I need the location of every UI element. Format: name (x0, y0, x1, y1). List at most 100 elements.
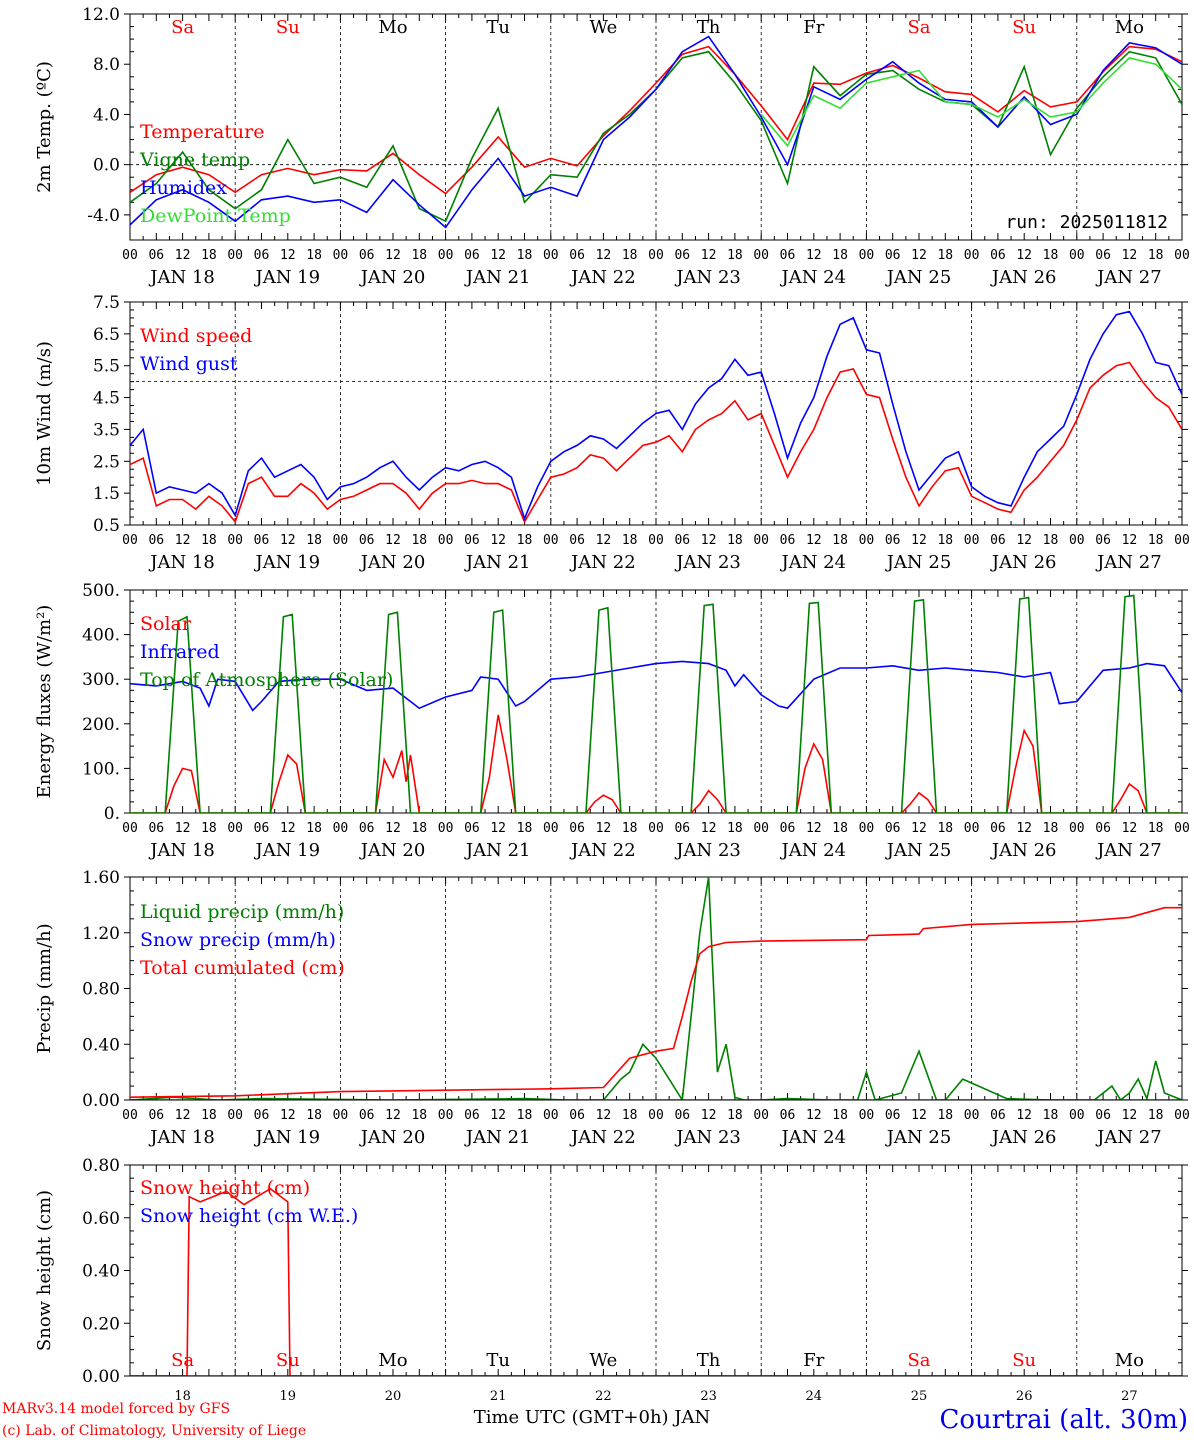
x-tick-label: 12 (806, 821, 822, 836)
x-tick-label: 00 (543, 248, 559, 263)
x-tick-label: 06 (254, 533, 270, 548)
x-tick-label: 12 (596, 533, 612, 548)
x-tick-label: 06 (464, 533, 480, 548)
y-tick-label: 0.40 (82, 1262, 120, 1282)
y-tick-label: 1.20 (82, 924, 120, 944)
legend-vigne-temp: Vigne temp (139, 149, 250, 171)
x-tick-label: 18 (517, 1108, 533, 1123)
date-label: JAN 21 (464, 840, 531, 861)
x-tick-label: 06 (1095, 821, 1111, 836)
y-tick-label: 100. (82, 759, 120, 779)
x-tick-label: 06 (359, 248, 375, 263)
x-tick-label: 06 (780, 533, 796, 548)
date-label: JAN 19 (254, 1127, 321, 1148)
x-tick-label: 00 (753, 1108, 769, 1123)
x-tick-label: 12 (1122, 533, 1138, 548)
legend-top-of-atmosphere-solar: Top of Atmosphere (Solar) (140, 669, 393, 691)
x-tick-label: 12 (806, 248, 822, 263)
x-tick-label: 18 (306, 1108, 322, 1123)
x-tick-label: 18 (937, 248, 953, 263)
x-tick-label: 12 (175, 821, 191, 836)
day-number-label: 21 (490, 1389, 507, 1404)
x-tick-label: 06 (569, 821, 585, 836)
x-tick-label: 00 (227, 248, 243, 263)
x-tick-label: 18 (1148, 533, 1164, 548)
x-tick-label: 12 (701, 1108, 717, 1123)
panel-5: 0.80 0.60 0.40 0.20 0.00 Snow height (cm) Sa Su… (34, 1156, 1188, 1404)
legend-humidex: Humidex (140, 177, 227, 199)
x-tick-label: 06 (780, 821, 796, 836)
panel-3: 500. 400. 300. 200. 100. 0. Energy fluxes (W/m… (34, 581, 1190, 861)
day-label: Mo (378, 17, 407, 38)
legend-solar: Solar (140, 613, 192, 635)
y-tick-label: 0.60 (82, 1209, 120, 1229)
x-tick-label: 00 (122, 533, 138, 548)
panels: 12.0 8.0 4.0 0.0 -4.0 2m Temp. (ºC) 00 06 12 18 00… (34, 5, 1190, 1404)
x-tick-label: 00 (1069, 1108, 1085, 1123)
x-tick-label: 00 (333, 1108, 349, 1123)
x-tick-label: 12 (596, 1108, 612, 1123)
day-label: Th (697, 1350, 721, 1371)
panel-1: 12.0 8.0 4.0 0.0 -4.0 2m Temp. (ºC) 00 06 12 18 00… (34, 5, 1190, 288)
x-tick-label: 06 (885, 248, 901, 263)
x-tick-label: 12 (1016, 821, 1032, 836)
x-tick-label: 00 (122, 1108, 138, 1123)
day-number-label: 22 (595, 1389, 612, 1404)
x-tick-label: 18 (411, 248, 427, 263)
x-tick-label: 18 (622, 821, 638, 836)
x-tick-label: 00 (648, 248, 664, 263)
x-tick-label: 00 (1069, 821, 1085, 836)
x-tick-label: 00 (964, 533, 980, 548)
day-label: Su (276, 1350, 300, 1371)
x-tick-label: 18 (201, 1108, 217, 1123)
y-tick-label: 0.80 (82, 980, 120, 1000)
x-tick-label: 06 (569, 533, 585, 548)
date-label: JAN 19 (254, 267, 321, 288)
date-label: JAN 18 (148, 267, 215, 288)
x-tick-label: 06 (148, 1108, 164, 1123)
series-line-dewpoint-temp (760, 57, 1182, 148)
date-label: JAN 27 (1095, 267, 1162, 288)
legend-wind-gust: Wind gust (140, 353, 238, 375)
date-label: JAN 27 (1095, 1127, 1162, 1148)
panel-frame (129, 589, 1183, 814)
date-label: JAN 24 (780, 552, 847, 573)
x-tick-label: 12 (1122, 248, 1138, 263)
x-tick-label: 00 (122, 821, 138, 836)
x-tick-label: 06 (674, 821, 690, 836)
x-tick-label: 12 (1122, 821, 1138, 836)
date-label: JAN 25 (885, 552, 952, 573)
x-tick-label: 18 (1043, 248, 1059, 263)
x-tick-label: 12 (701, 248, 717, 263)
x-tick-label: 06 (148, 248, 164, 263)
y-tick-label: 8.0 (93, 55, 120, 75)
x-tick-label: 12 (280, 821, 296, 836)
x-tick-label: 00 (1069, 533, 1085, 548)
x-tick-label: 18 (1043, 821, 1059, 836)
day-label: Tu (486, 17, 510, 38)
x-tick-label: 18 (201, 248, 217, 263)
x-tick-label: 06 (359, 1108, 375, 1123)
series-line-snow-height-cm (130, 1187, 1182, 1376)
y-tick-label: 0.5 (93, 516, 120, 536)
x-tick-label: 18 (622, 1108, 638, 1123)
x-tick-label: 12 (911, 1108, 927, 1123)
x-tick-label: 18 (1148, 248, 1164, 263)
x-tick-label: 12 (175, 533, 191, 548)
y-tick-label: 200. (82, 715, 120, 735)
legend-temperature: Temperature (140, 121, 264, 143)
series-line-wind-gust (130, 310, 1182, 521)
x-tick-label: 06 (148, 533, 164, 548)
day-label: Th (697, 17, 721, 38)
date-label: JAN 27 (1095, 840, 1162, 861)
x-tick-label: 00 (1174, 248, 1190, 263)
x-tick-label: 18 (1043, 533, 1059, 548)
y-tick-label: 0.0 (93, 156, 120, 176)
x-tick-label: 06 (254, 1108, 270, 1123)
day-label: Sa (907, 1350, 930, 1371)
day-label: Fr (803, 17, 824, 38)
day-label: Sa (171, 17, 194, 38)
x-tick-label: 18 (517, 533, 533, 548)
day-number-label: 20 (385, 1389, 402, 1404)
date-label: JAN 26 (990, 552, 1057, 573)
